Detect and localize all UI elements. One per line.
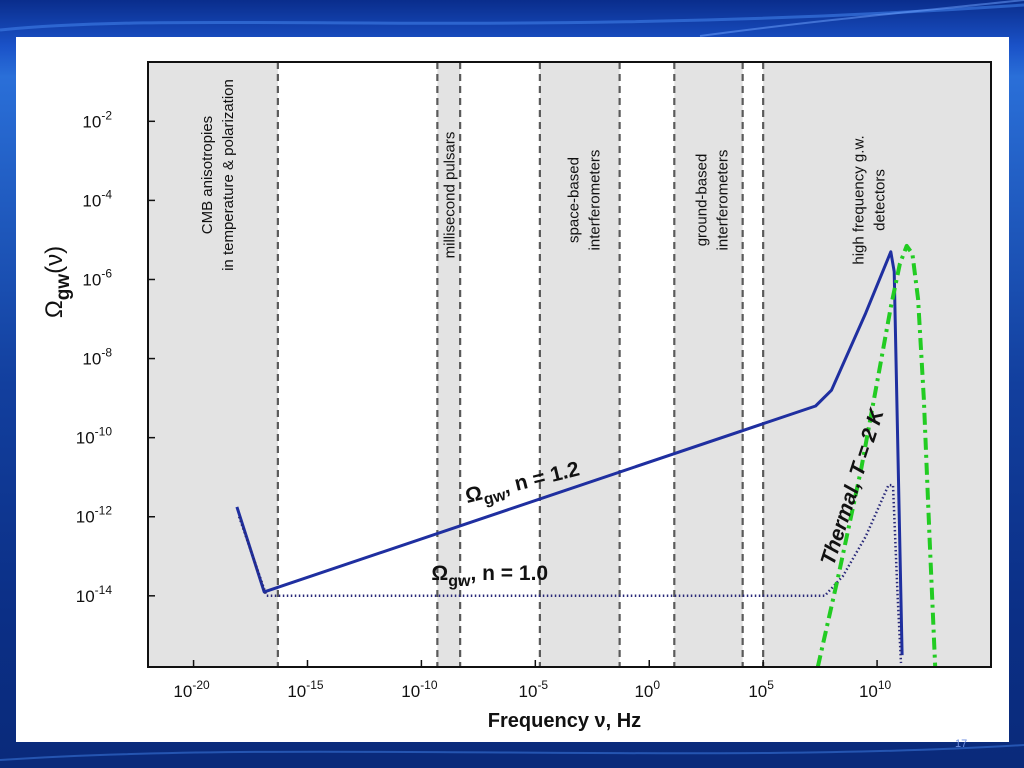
x-tick-exponent: 10 xyxy=(878,678,892,692)
x-tick-label: 1010 xyxy=(859,678,892,701)
y-tick-exponent: -6 xyxy=(101,266,112,280)
x-tick-exponent: 0 xyxy=(653,678,660,692)
x-tick-label: 10-15 xyxy=(287,678,324,701)
series-line-3 xyxy=(815,243,938,668)
y-tick-exponent: -2 xyxy=(101,108,112,122)
band-label: in temperature & polarization xyxy=(220,79,237,271)
band-label: CMB anisotropies xyxy=(199,116,216,234)
y-tick-label: 10-6 xyxy=(82,266,112,289)
annotation-tail: , n = 1.0 xyxy=(470,562,548,585)
y-tick-exponent: -8 xyxy=(101,346,112,360)
y-tick-label: 10-14 xyxy=(76,583,113,606)
band-label: space-based xyxy=(566,157,583,243)
x-tick-exponent: -20 xyxy=(192,678,210,692)
x-tick-label: 10-5 xyxy=(519,678,549,701)
y-tick-exponent: -12 xyxy=(95,504,113,518)
y-tick-label: 10-10 xyxy=(76,425,113,448)
y-tick-exponent: -4 xyxy=(101,187,112,201)
y-axis-label: Ωgw(ν) xyxy=(41,246,74,318)
plot-frame xyxy=(147,61,992,668)
detector-band xyxy=(763,62,991,667)
detector-band xyxy=(674,62,743,667)
x-tick-exponent: 5 xyxy=(767,678,774,692)
x-tick-label: 10-20 xyxy=(173,678,210,701)
annotation-subscript: gw xyxy=(482,487,508,509)
x-tick-label: 10-10 xyxy=(401,678,438,701)
x-tick-exponent: -5 xyxy=(537,678,548,692)
y-tick-label: 10-2 xyxy=(82,108,112,131)
y-tick-label: 10-4 xyxy=(82,187,112,210)
y-tick-label: 10-12 xyxy=(76,504,113,527)
detector-band xyxy=(539,62,620,667)
band-label: interferometers xyxy=(587,150,604,251)
y-tick-exponent: -14 xyxy=(95,583,113,597)
band-label: high frequency g.w. xyxy=(850,135,867,264)
detector-band xyxy=(437,62,461,667)
y-axis-label-tail: (ν) xyxy=(41,246,68,274)
y-tick-exponent: -10 xyxy=(95,425,113,439)
annotation-subscript: gw xyxy=(448,573,471,590)
band-label: ground-based xyxy=(693,154,710,247)
y-axis-label-sub: gw xyxy=(53,274,74,301)
band-label: detectors xyxy=(871,169,888,231)
band-label: millisecond pulsars xyxy=(442,132,459,259)
x-axis-label: Frequency ν, Hz xyxy=(488,710,641,732)
x-tick-exponent: -10 xyxy=(420,678,438,692)
x-tick-exponent: -15 xyxy=(306,678,324,692)
page-number: 17 xyxy=(955,738,968,750)
series-line-1 xyxy=(235,250,904,656)
y-tick-label: 10-8 xyxy=(82,346,112,369)
band-label: interferometers xyxy=(714,150,731,251)
x-tick-label: 105 xyxy=(748,678,774,701)
x-tick-label: 100 xyxy=(634,678,660,701)
